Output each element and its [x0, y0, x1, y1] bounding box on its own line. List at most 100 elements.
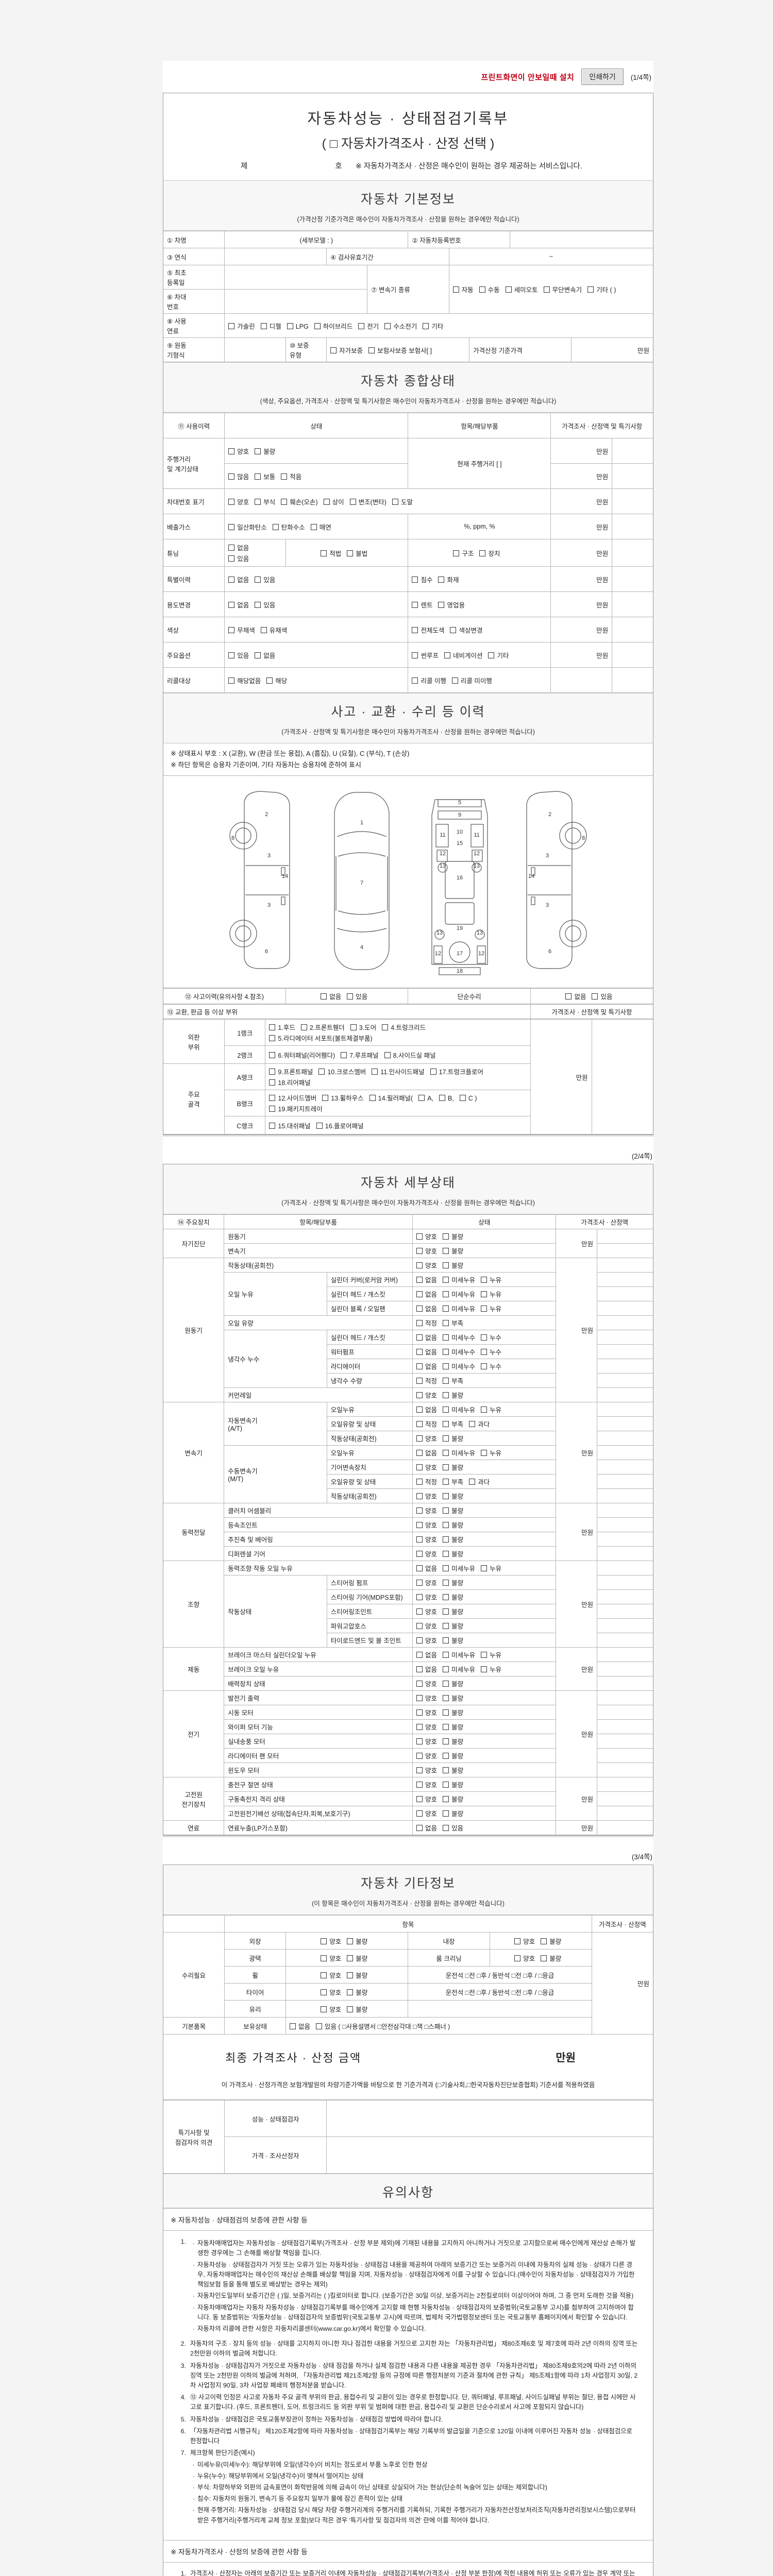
checkbox[interactable]	[443, 1435, 449, 1442]
checkbox[interactable]	[416, 1493, 423, 1500]
checkbox[interactable]	[416, 1782, 423, 1788]
checkbox[interactable]	[481, 1666, 488, 1673]
checkbox[interactable]	[347, 993, 354, 1000]
checkbox[interactable]	[416, 1349, 423, 1355]
checkbox[interactable]	[281, 473, 288, 480]
checkbox[interactable]	[416, 1421, 423, 1428]
checkbox[interactable]	[269, 1122, 276, 1129]
checkbox[interactable]	[416, 1594, 423, 1601]
checkbox[interactable]	[269, 1035, 276, 1042]
checkbox[interactable]	[443, 1291, 449, 1298]
checkbox[interactable]	[481, 1363, 488, 1370]
checkbox[interactable]	[228, 652, 235, 658]
checkbox[interactable]	[300, 1024, 307, 1031]
checkbox[interactable]	[416, 1507, 423, 1514]
checkbox[interactable]	[272, 523, 279, 530]
checkbox[interactable]	[443, 1594, 449, 1601]
checkbox[interactable]	[443, 1608, 449, 1615]
checkbox[interactable]	[443, 1493, 449, 1500]
checkbox[interactable]	[416, 1637, 423, 1644]
checkbox[interactable]	[228, 626, 235, 633]
checkbox[interactable]	[228, 523, 235, 530]
checkbox[interactable]	[412, 576, 418, 583]
checkbox[interactable]	[488, 652, 495, 658]
checkbox[interactable]	[438, 576, 445, 583]
checkbox[interactable]	[505, 286, 512, 293]
checkbox[interactable]	[443, 1406, 449, 1413]
checkbox[interactable]	[453, 550, 460, 556]
checkbox[interactable]	[443, 1378, 449, 1384]
checkbox[interactable]	[349, 498, 356, 505]
checkbox[interactable]	[269, 1024, 276, 1031]
checkbox[interactable]	[255, 601, 261, 608]
checkbox[interactable]	[255, 498, 261, 505]
checkbox[interactable]	[347, 1972, 354, 1978]
checkbox[interactable]	[416, 1724, 423, 1731]
checkbox[interactable]	[443, 1277, 449, 1283]
checkbox[interactable]	[228, 323, 235, 329]
checkbox[interactable]	[416, 1536, 423, 1543]
checkbox[interactable]	[443, 1666, 449, 1673]
checkbox[interactable]	[481, 1349, 488, 1355]
checkbox[interactable]	[443, 1233, 449, 1240]
checkbox[interactable]	[416, 1334, 423, 1341]
checkbox[interactable]	[443, 1522, 449, 1529]
checkbox[interactable]	[416, 1291, 423, 1298]
checkbox[interactable]	[412, 601, 418, 608]
checkbox[interactable]	[255, 652, 261, 658]
checkbox[interactable]	[443, 1695, 449, 1702]
checkbox[interactable]	[372, 1069, 378, 1075]
checkbox[interactable]	[321, 1989, 327, 1995]
checkbox[interactable]	[451, 677, 458, 684]
checkbox[interactable]	[416, 1378, 423, 1384]
checkbox[interactable]	[412, 677, 418, 684]
checkbox[interactable]	[416, 1464, 423, 1471]
checkbox[interactable]	[260, 323, 267, 329]
checkbox[interactable]	[416, 1320, 423, 1327]
checkbox[interactable]	[481, 1306, 488, 1312]
checkbox[interactable]	[269, 1052, 276, 1058]
checkbox[interactable]	[481, 1450, 488, 1456]
checkbox[interactable]	[443, 1349, 449, 1355]
checkbox[interactable]	[443, 1796, 449, 1803]
checkbox[interactable]	[443, 1738, 449, 1745]
checkbox[interactable]	[321, 1972, 327, 1978]
checkbox[interactable]	[255, 473, 261, 480]
checkbox[interactable]	[443, 1248, 449, 1255]
checkbox[interactable]	[228, 498, 235, 505]
checkbox[interactable]	[416, 1522, 423, 1529]
checkbox[interactable]	[330, 347, 337, 353]
checkbox[interactable]	[322, 1095, 329, 1101]
checkbox[interactable]	[443, 1810, 449, 1817]
checkbox[interactable]	[416, 1753, 423, 1759]
checkbox[interactable]	[416, 1695, 423, 1702]
checkbox[interactable]	[416, 1652, 423, 1658]
checkbox[interactable]	[416, 1363, 423, 1370]
checkbox[interactable]	[443, 1637, 449, 1644]
checkbox[interactable]	[384, 1052, 391, 1058]
checkbox[interactable]	[443, 1507, 449, 1514]
checkbox[interactable]	[228, 601, 235, 608]
checkbox[interactable]	[459, 1095, 466, 1101]
checkbox[interactable]	[416, 1406, 423, 1413]
checkbox[interactable]	[382, 1024, 389, 1031]
checkbox[interactable]	[416, 1681, 423, 1687]
checkbox[interactable]	[416, 1623, 423, 1630]
checkbox[interactable]	[443, 1306, 449, 1312]
checkbox[interactable]	[255, 576, 261, 583]
checkbox[interactable]	[318, 1069, 325, 1075]
checkbox[interactable]	[384, 323, 391, 329]
checkbox[interactable]	[452, 286, 459, 293]
checkbox[interactable]	[479, 286, 485, 293]
checkbox[interactable]	[443, 1580, 449, 1586]
checkbox[interactable]	[228, 473, 235, 480]
checkbox[interactable]	[416, 1738, 423, 1745]
checkbox[interactable]	[323, 498, 330, 505]
checkbox[interactable]	[416, 1435, 423, 1442]
checkbox[interactable]	[443, 1767, 449, 1774]
checkbox[interactable]	[430, 1069, 436, 1075]
checkbox[interactable]	[416, 1392, 423, 1399]
checkbox[interactable]	[450, 626, 457, 633]
checkbox[interactable]	[321, 2006, 327, 2012]
checkbox[interactable]	[443, 1551, 449, 1557]
